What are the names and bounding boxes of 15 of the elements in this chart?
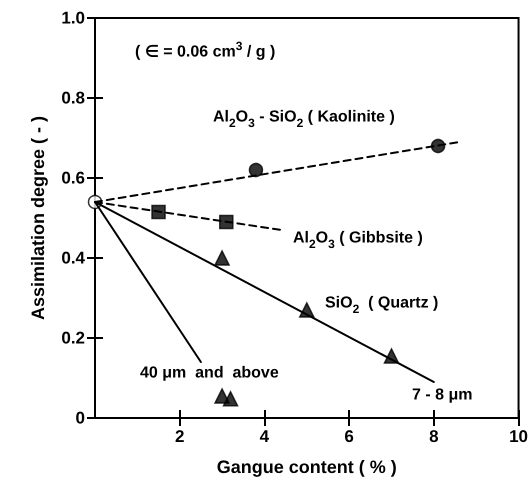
x-axis-title: Gangue content ( % ): [216, 457, 397, 477]
y-tick-label: 0.8: [61, 88, 85, 108]
x-tick-label: 4: [260, 427, 270, 446]
y-tick-label: 0.2: [61, 328, 85, 348]
y-axis-title: Assimilation degree ( - ): [28, 116, 48, 320]
x-tick-label: 10: [509, 427, 528, 446]
annotation: 7 - 8 μm: [412, 386, 472, 404]
y-tick-label: 0: [76, 408, 85, 428]
y-tick-label: 0.4: [61, 248, 86, 268]
annotation: 40 μm and above: [140, 364, 279, 382]
y-tick-label: 1.0: [61, 8, 85, 28]
y-tick-label: 0.6: [61, 168, 85, 188]
x-tick-label: 2: [174, 427, 184, 446]
x-tick-label: 6: [344, 427, 354, 446]
x-tick-label: 8: [429, 427, 439, 446]
